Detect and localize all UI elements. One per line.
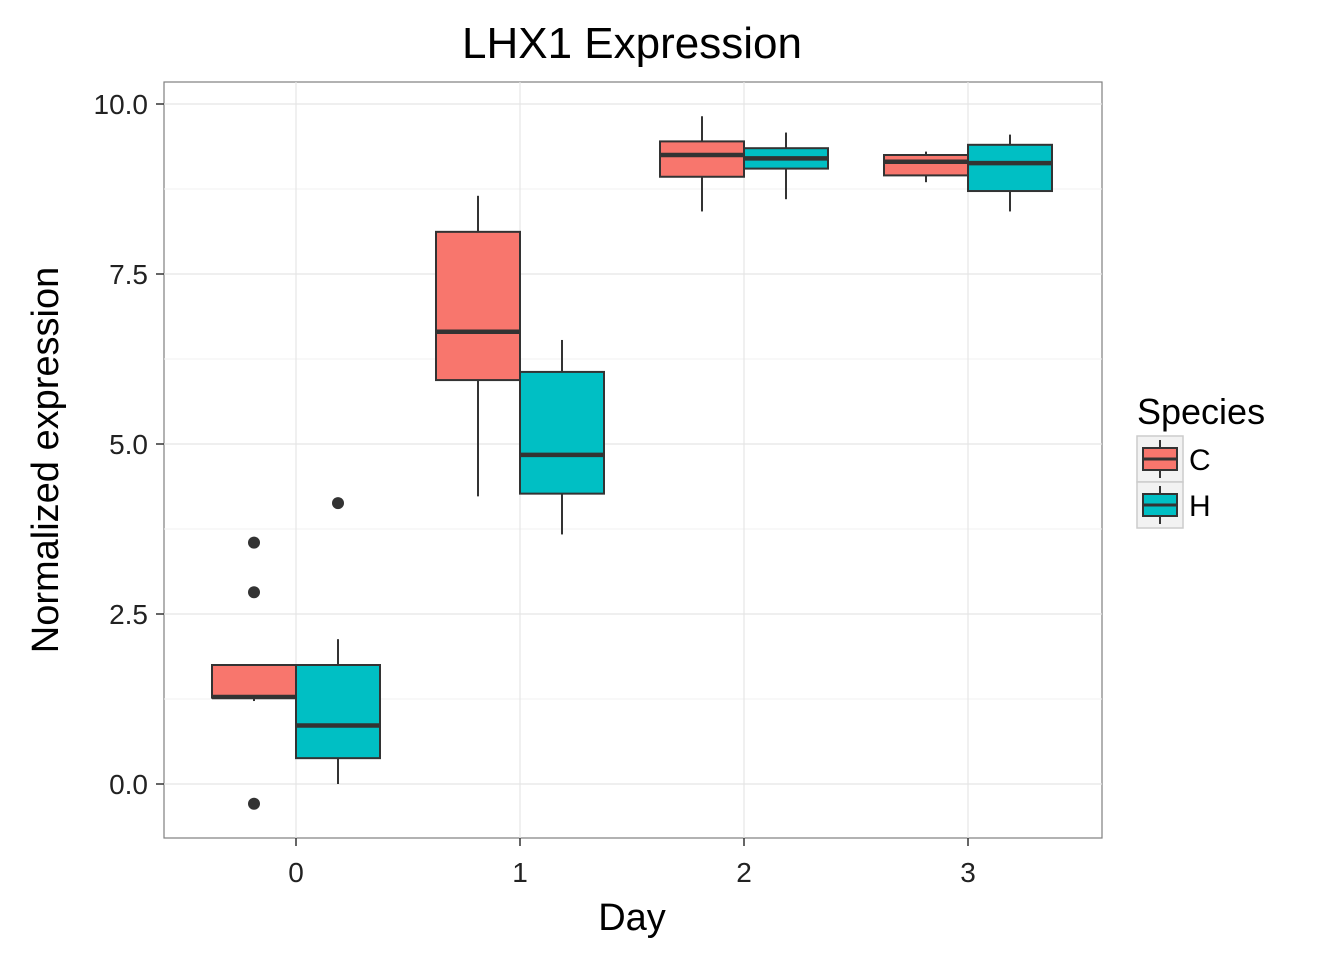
outlier-point xyxy=(248,586,260,599)
outlier-point xyxy=(248,797,260,810)
y-axis-label: Normalized expression xyxy=(25,267,67,654)
legend-entry-C: C xyxy=(1136,435,1211,483)
box-body xyxy=(435,230,521,382)
legend-entry-H: H xyxy=(1136,481,1211,529)
box-H-day-3 xyxy=(967,134,1053,212)
y-tick-label: 10.0 xyxy=(94,89,149,120)
box-C-day-2 xyxy=(659,116,745,212)
box-body xyxy=(519,370,605,495)
legend: Species CH xyxy=(1136,391,1265,529)
outlier-point xyxy=(332,497,344,510)
x-tick-label: 0 xyxy=(288,857,304,888)
x-axis: 0 1 2 3 xyxy=(288,838,976,888)
x-axis-label: Day xyxy=(598,897,666,939)
y-tick-label: 5.0 xyxy=(109,429,148,460)
legend-title: Species xyxy=(1137,391,1265,432)
y-axis: 0.0 2.5 5.0 7.5 10.0 xyxy=(94,89,164,800)
outlier-point xyxy=(248,536,260,549)
x-tick-label: 3 xyxy=(960,857,976,888)
y-tick-label: 2.5 xyxy=(109,599,148,630)
y-tick-label: 7.5 xyxy=(109,259,148,290)
x-tick-label: 2 xyxy=(736,857,752,888)
legend-label: C xyxy=(1189,444,1211,477)
grid-lines xyxy=(164,82,1102,838)
box-H-day-1 xyxy=(519,339,605,535)
chart-title: LHX1 Expression xyxy=(462,19,802,68)
box-H-day-0 xyxy=(295,497,381,784)
box-series xyxy=(211,116,1053,810)
box-body xyxy=(295,664,381,760)
box-H-day-2 xyxy=(743,132,829,200)
x-tick-label: 1 xyxy=(512,857,528,888)
box-body xyxy=(883,154,969,177)
box-C-day-1 xyxy=(435,195,521,497)
box-body xyxy=(211,664,297,699)
box-body xyxy=(967,143,1053,193)
legend-label: H xyxy=(1189,490,1211,523)
box-body xyxy=(659,140,745,178)
y-tick-label: 0.0 xyxy=(109,769,148,800)
